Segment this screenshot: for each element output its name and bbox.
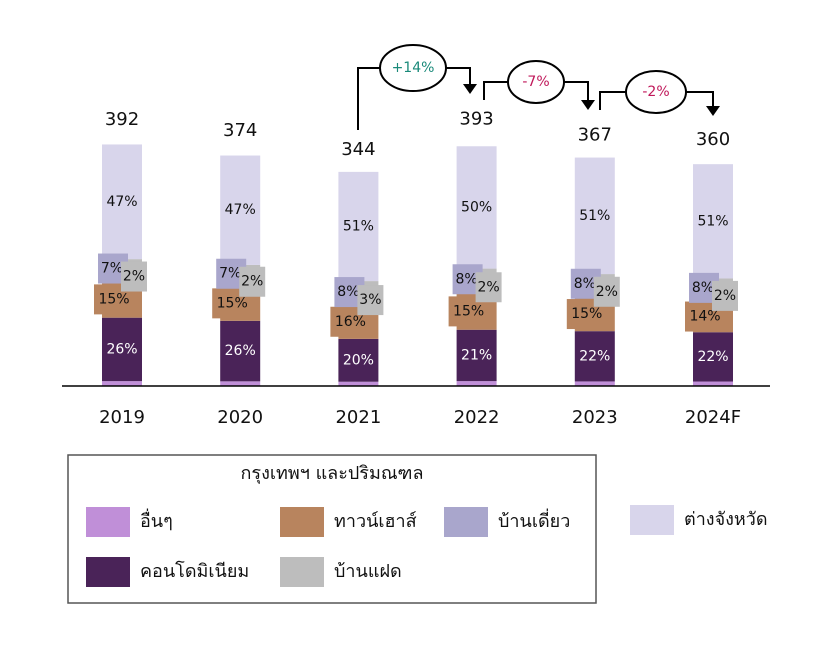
data-label: 22% <box>697 349 728 365</box>
legend-label: บ้านเดี่ยว <box>498 508 570 532</box>
legend-title: กรุงเทพฯ และปริมณฑล <box>241 463 424 484</box>
label-box <box>712 280 738 311</box>
legend-swatch <box>280 507 324 537</box>
total-label: 367 <box>578 125 612 146</box>
legend-label: คอนโดมิเนียม <box>140 560 249 582</box>
data-label: 2% <box>241 274 263 290</box>
bar-segment <box>338 381 379 386</box>
data-label: 8% <box>692 280 714 296</box>
bar-segment <box>574 331 615 382</box>
legend-label: อื่นๆ <box>140 508 173 532</box>
data-label: 21% <box>461 347 492 363</box>
data-label: 15% <box>217 295 248 311</box>
bar-segment <box>220 155 261 265</box>
x-tick-label: 2022 <box>454 407 500 428</box>
data-label: 51% <box>697 213 728 229</box>
label-box <box>212 288 243 319</box>
legend-box <box>67 454 597 604</box>
data-label: 26% <box>225 343 256 359</box>
data-label: 15% <box>571 306 602 322</box>
x-tick-label: 2023 <box>572 407 618 428</box>
data-label: 50% <box>461 199 492 215</box>
data-label: 2% <box>596 284 618 300</box>
data-label: 15% <box>453 303 484 319</box>
data-label: 22% <box>579 348 610 364</box>
label-box <box>239 266 266 297</box>
data-label: 51% <box>343 218 374 234</box>
data-label: 7% <box>219 266 241 282</box>
data-label: 7% <box>101 261 123 277</box>
data-label: 51% <box>579 208 610 224</box>
annotation: -7% <box>522 74 549 90</box>
total-label: 393 <box>459 108 493 129</box>
label-box <box>448 296 479 327</box>
total-label: 374 <box>223 120 257 141</box>
bar-segment <box>456 146 497 269</box>
legend-label: ต่างจังหวัด <box>684 509 768 530</box>
total-label: 344 <box>341 139 375 160</box>
annotation: -2% <box>642 84 669 100</box>
label-box <box>685 301 715 332</box>
bar-segment <box>456 381 497 386</box>
bar-segment <box>574 381 615 386</box>
data-label: 47% <box>106 194 137 210</box>
legend-swatch <box>86 507 130 537</box>
data-label: 2% <box>123 269 145 285</box>
data-label: 26% <box>106 341 137 357</box>
bar-segment <box>693 332 733 382</box>
total-label: 360 <box>696 129 730 150</box>
bar-segment <box>693 164 733 279</box>
data-label: 14% <box>689 309 720 325</box>
data-label: 20% <box>343 352 374 368</box>
annotation: +14% <box>392 60 435 76</box>
label-box <box>566 299 597 330</box>
data-label: 2% <box>714 288 736 304</box>
legend-swatch <box>444 507 488 537</box>
x-tick-label: 2019 <box>99 407 145 428</box>
label-box <box>94 284 124 315</box>
data-label: 8% <box>574 276 596 292</box>
bar-segment <box>338 171 379 282</box>
legend-label: บ้านแฝด <box>334 561 402 582</box>
legend-swatch <box>630 505 674 535</box>
data-label: 8% <box>455 271 477 287</box>
x-tick-label: 2021 <box>335 407 381 428</box>
bar-segment <box>102 144 142 260</box>
legend-swatch <box>280 557 324 587</box>
bar-segment <box>220 320 261 382</box>
data-label: 47% <box>225 202 256 218</box>
data-label: 15% <box>98 291 129 307</box>
total-label: 392 <box>105 109 139 130</box>
bar-segment <box>102 381 142 386</box>
label-box <box>357 285 384 316</box>
bar-segment <box>456 329 497 382</box>
label-box <box>121 261 147 292</box>
data-label: 8% <box>337 284 359 300</box>
bar-segment <box>338 338 379 382</box>
annotation-arrows <box>357 44 720 130</box>
data-label: 2% <box>477 279 499 295</box>
data-label: 3% <box>359 292 381 308</box>
bar-segment <box>574 157 615 275</box>
legend-label: ทาวน์เฮาส์ <box>334 511 417 532</box>
bar-segment <box>220 381 261 386</box>
label-box <box>593 276 620 307</box>
data-label: 16% <box>335 314 366 330</box>
x-tick-label: 2020 <box>217 407 263 428</box>
x-tick-label: 2024F <box>685 407 741 428</box>
legend-swatch <box>86 557 130 587</box>
bar-segment <box>693 381 733 386</box>
label-box <box>475 272 502 303</box>
bar-segment <box>102 317 142 382</box>
label-box <box>330 306 361 337</box>
